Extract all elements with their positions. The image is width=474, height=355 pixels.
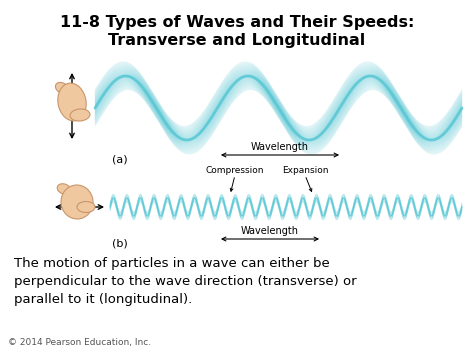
Ellipse shape <box>58 83 86 121</box>
Text: Expansion: Expansion <box>282 166 328 175</box>
Ellipse shape <box>55 82 69 94</box>
Text: The motion of particles in a wave can either be: The motion of particles in a wave can ei… <box>14 257 330 270</box>
Ellipse shape <box>57 184 71 194</box>
Text: Transverse and Longitudinal: Transverse and Longitudinal <box>109 33 365 48</box>
Text: 11-8 Types of Waves and Their Speeds:: 11-8 Types of Waves and Their Speeds: <box>60 15 414 30</box>
Ellipse shape <box>61 185 93 219</box>
Text: Wavelength: Wavelength <box>251 142 309 152</box>
Text: © 2014 Pearson Education, Inc.: © 2014 Pearson Education, Inc. <box>8 338 151 347</box>
Ellipse shape <box>77 202 95 213</box>
Ellipse shape <box>70 109 90 121</box>
Text: Wavelength: Wavelength <box>241 226 299 236</box>
Text: (b): (b) <box>112 239 128 249</box>
Text: perpendicular to the wave direction (transverse) or: perpendicular to the wave direction (tra… <box>14 275 356 288</box>
Text: parallel to it (longitudinal).: parallel to it (longitudinal). <box>14 293 192 306</box>
Text: (a): (a) <box>112 155 128 165</box>
Text: Compression: Compression <box>206 166 264 175</box>
